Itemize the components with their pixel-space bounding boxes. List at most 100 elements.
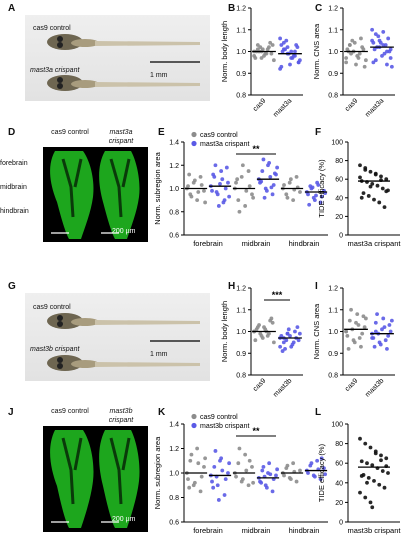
row-label-control: cas9 control bbox=[33, 304, 71, 311]
legend-entry: mast3a crispant bbox=[200, 141, 249, 148]
legend-marker bbox=[191, 422, 197, 429]
data-point bbox=[289, 49, 294, 54]
data-point bbox=[282, 183, 286, 187]
region-label-hindbrain: hindbrain bbox=[0, 208, 29, 215]
data-point bbox=[278, 36, 283, 41]
data-point bbox=[227, 461, 232, 466]
data-point bbox=[373, 320, 378, 325]
larvae-drawing bbox=[47, 34, 200, 91]
data-point bbox=[363, 495, 368, 500]
data-point bbox=[307, 202, 312, 207]
data-point bbox=[359, 459, 364, 464]
y-axis-label: Norm. body length bbox=[220, 301, 229, 362]
data-point bbox=[289, 56, 294, 60]
data-point bbox=[235, 177, 240, 182]
data-point bbox=[259, 179, 264, 184]
y-tick-label: 1.1 bbox=[236, 27, 246, 34]
y-tick-label: 0.8 bbox=[236, 373, 246, 380]
data-point bbox=[316, 183, 321, 187]
data-point bbox=[377, 200, 382, 205]
y-tick-label: 100 bbox=[331, 140, 343, 147]
data-point bbox=[370, 336, 375, 340]
data-point bbox=[382, 325, 387, 330]
data-point bbox=[247, 184, 252, 189]
data-point bbox=[382, 485, 387, 490]
data-point bbox=[344, 56, 349, 60]
data-point bbox=[295, 325, 300, 330]
data-point bbox=[212, 464, 217, 469]
data-point bbox=[285, 195, 290, 200]
data-point bbox=[265, 47, 270, 52]
data-point bbox=[244, 188, 249, 193]
y-tick-label: 0.9 bbox=[236, 351, 246, 358]
data-point bbox=[363, 168, 368, 172]
y-axis-label: Norm. CNS area bbox=[312, 303, 321, 359]
row-label-crispant: mast3a crispant bbox=[30, 67, 80, 74]
data-point bbox=[381, 30, 386, 34]
data-point bbox=[281, 340, 286, 345]
data-point bbox=[349, 307, 353, 312]
y-tick-label: 1.2 bbox=[328, 6, 338, 13]
data-point bbox=[223, 477, 228, 482]
data-point bbox=[358, 175, 362, 180]
significance-marker: *** bbox=[272, 290, 283, 300]
y-tick-label: 0.8 bbox=[328, 373, 338, 380]
data-point bbox=[357, 51, 362, 56]
data-point bbox=[192, 480, 197, 485]
data-point bbox=[384, 189, 389, 194]
y-tick-label: 0.9 bbox=[328, 351, 338, 358]
data-point bbox=[260, 468, 265, 473]
data-point bbox=[262, 53, 266, 58]
data-point bbox=[250, 464, 254, 469]
y-tick-label: 0.8 bbox=[169, 495, 179, 502]
data-point bbox=[281, 47, 286, 52]
data-point bbox=[213, 449, 218, 453]
data-point bbox=[236, 461, 241, 466]
data-point bbox=[306, 471, 310, 475]
y-tick-label: 1.2 bbox=[328, 286, 338, 293]
data-point bbox=[371, 40, 376, 45]
data-point bbox=[202, 464, 206, 469]
data-point bbox=[291, 53, 296, 58]
y-tick-label: 1.0 bbox=[328, 329, 338, 336]
larvae-photo-mast3a bbox=[25, 15, 210, 101]
y-axis-label: Norm. CNS area bbox=[312, 23, 321, 79]
data-point bbox=[220, 177, 225, 182]
data-point bbox=[347, 43, 352, 47]
y-tick-label: 60 bbox=[335, 177, 343, 184]
scale-bar-label: 200 µm bbox=[112, 516, 136, 523]
y-axis-label: Norm. body length bbox=[220, 21, 229, 82]
row-label-crispant: mast3b crispant bbox=[30, 346, 80, 353]
data-point bbox=[361, 191, 366, 196]
data-point bbox=[381, 316, 386, 321]
data-point bbox=[379, 458, 383, 463]
data-point bbox=[310, 185, 315, 190]
data-point bbox=[278, 67, 283, 71]
data-point bbox=[265, 333, 270, 338]
data-point bbox=[253, 338, 258, 343]
x-tick-label: hindbrain bbox=[289, 526, 320, 535]
data-point bbox=[268, 174, 273, 179]
data-point bbox=[296, 60, 301, 65]
data-point bbox=[350, 38, 355, 43]
data-point bbox=[378, 40, 383, 45]
data-point bbox=[318, 477, 323, 482]
data-point bbox=[251, 195, 256, 200]
data-point bbox=[373, 58, 378, 63]
panel-label-f: F bbox=[315, 127, 322, 138]
data-point bbox=[383, 43, 388, 47]
data-point bbox=[243, 452, 248, 457]
larvae-drawing bbox=[47, 313, 200, 371]
data-point bbox=[239, 174, 244, 179]
data-point bbox=[319, 194, 324, 199]
data-point bbox=[322, 466, 326, 470]
y-tick-label: 80 bbox=[335, 158, 343, 165]
data-point bbox=[258, 331, 263, 336]
region-label-midbrain: midbrain bbox=[0, 184, 27, 191]
data-point bbox=[234, 474, 238, 479]
data-point bbox=[192, 178, 197, 183]
data-point bbox=[291, 198, 296, 203]
data-point bbox=[280, 349, 285, 353]
